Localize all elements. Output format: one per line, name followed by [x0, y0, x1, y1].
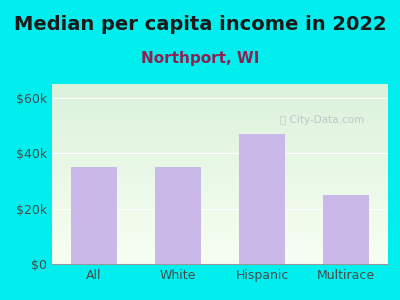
- Text: Northport, WI: Northport, WI: [141, 51, 259, 66]
- Bar: [239, 134, 285, 264]
- Bar: [155, 167, 201, 264]
- Bar: [71, 167, 117, 264]
- Text: Median per capita income in 2022: Median per capita income in 2022: [14, 15, 386, 34]
- Bar: [323, 195, 369, 264]
- Text: ⓘ City-Data.com: ⓘ City-Data.com: [280, 115, 365, 125]
